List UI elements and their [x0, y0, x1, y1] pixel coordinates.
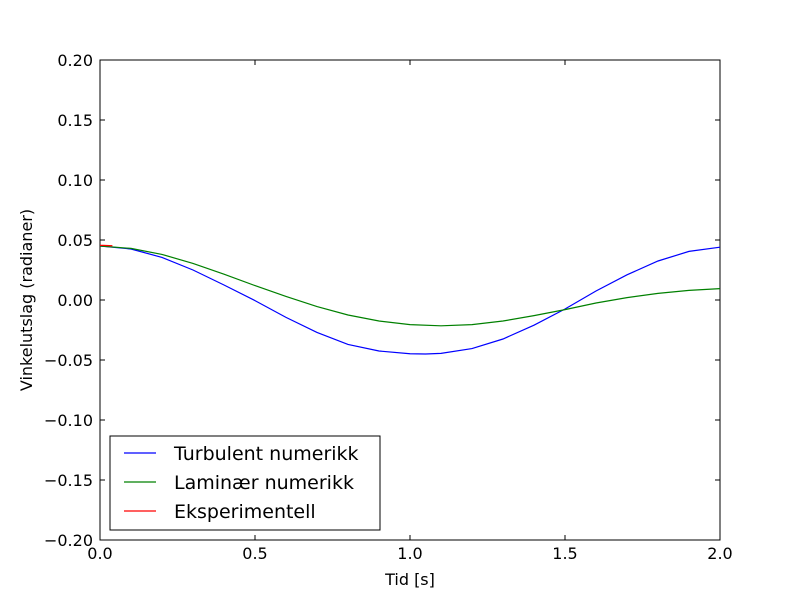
y-tick-label: −0.05 — [44, 351, 93, 370]
y-tick-label: −0.10 — [44, 411, 93, 430]
y-tick-label: 0.20 — [57, 51, 93, 70]
series-layer — [99, 244, 721, 355]
legend-label-experimental: Eksperimentell — [174, 501, 316, 523]
x-axis-ticks: 0.0 0.5 1.0 1.5 2.0 — [87, 60, 733, 563]
x-tick-label: 0.0 — [87, 544, 112, 563]
y-tick-label: 0.00 — [57, 291, 93, 310]
y-tick-label: 0.10 — [57, 171, 93, 190]
legend: Turbulent numerikk Laminær numerikk Eksp… — [109, 435, 381, 531]
y-tick-label: −0.15 — [44, 471, 93, 490]
x-tick-label: 2.0 — [707, 544, 732, 563]
y-tick-label: 0.15 — [57, 111, 93, 130]
series-line-1 — [99, 245, 721, 327]
x-axis-label: Tid [s] — [384, 570, 435, 589]
legend-box — [109, 435, 381, 531]
y-axis-label: Vinkelutslag (radianer) — [17, 209, 36, 391]
x-tick-label: 1.5 — [552, 544, 577, 563]
series-line-0 — [99, 245, 721, 355]
x-tick-label: 0.5 — [242, 544, 267, 563]
x-tick-label: 1.0 — [397, 544, 422, 563]
y-axis-ticks: −0.20 −0.15 −0.10 −0.05 0.00 0.05 0.10 0.15 0.20 — [44, 51, 720, 550]
legend-label-laminar: Laminær numerikk — [174, 472, 354, 494]
y-tick-label: 0.05 — [57, 231, 93, 250]
legend-label-turbulent: Turbulent numerikk — [173, 443, 359, 465]
y-tick-label: −0.20 — [44, 531, 93, 550]
